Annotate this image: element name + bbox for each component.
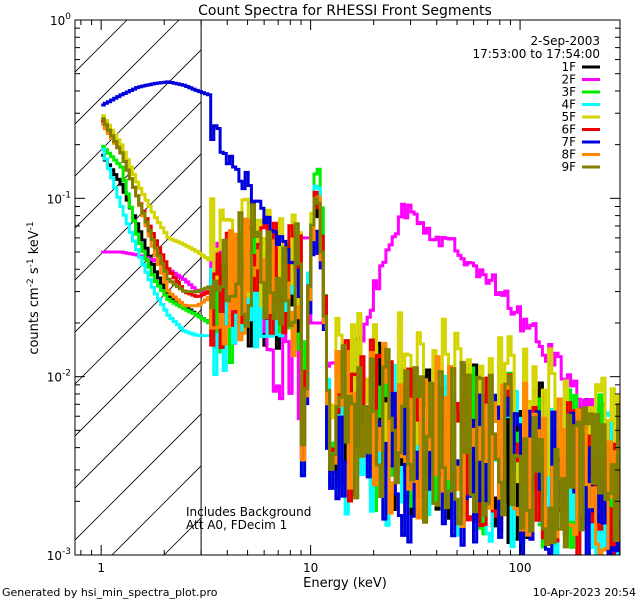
footer-timestamp: 10-Apr-2023 20:54 xyxy=(533,586,636,599)
legend-label-2F: 2F xyxy=(561,73,576,87)
hatched-region xyxy=(75,20,202,555)
legend-label-3F: 3F xyxy=(561,85,576,99)
legend-label-8F: 8F xyxy=(561,148,576,162)
x-axis: 1 10 100 xyxy=(80,20,532,575)
series-line-2F xyxy=(101,202,620,454)
legend-label-9F: 9F xyxy=(561,160,576,174)
legend-label-7F: 7F xyxy=(561,135,576,149)
legend-label-4F: 4F xyxy=(561,98,576,112)
legend-label-5F: 5F xyxy=(561,110,576,124)
footer-generated-by: Generated by hsi_min_spectra_plot.pro xyxy=(2,586,218,599)
annotation-line-2: Att A0, FDecim 1 xyxy=(186,518,287,532)
plot-frame xyxy=(74,19,621,556)
time-range-label: 17:53:00 to 17:54:00 xyxy=(473,47,600,61)
x-tick-label: 1 xyxy=(97,561,105,575)
y-axis-label: counts cm-2 s-1 keV-1 xyxy=(26,221,42,354)
x-tick-label: 100 xyxy=(509,561,532,575)
chart-title: Count Spectra for RHESSI Front Segments xyxy=(198,3,492,19)
annotation-line-1: Includes Background xyxy=(186,505,311,519)
series-line-9F xyxy=(101,117,620,549)
legend-label-6F: 6F xyxy=(561,123,576,137)
date-label: 2-Sep-2003 xyxy=(531,34,600,48)
legend-label-1F: 1F xyxy=(561,60,576,74)
series-layer xyxy=(101,80,620,555)
x-tick-label: 10 xyxy=(303,561,318,575)
x-axis-label: Energy (keV) xyxy=(303,576,387,591)
